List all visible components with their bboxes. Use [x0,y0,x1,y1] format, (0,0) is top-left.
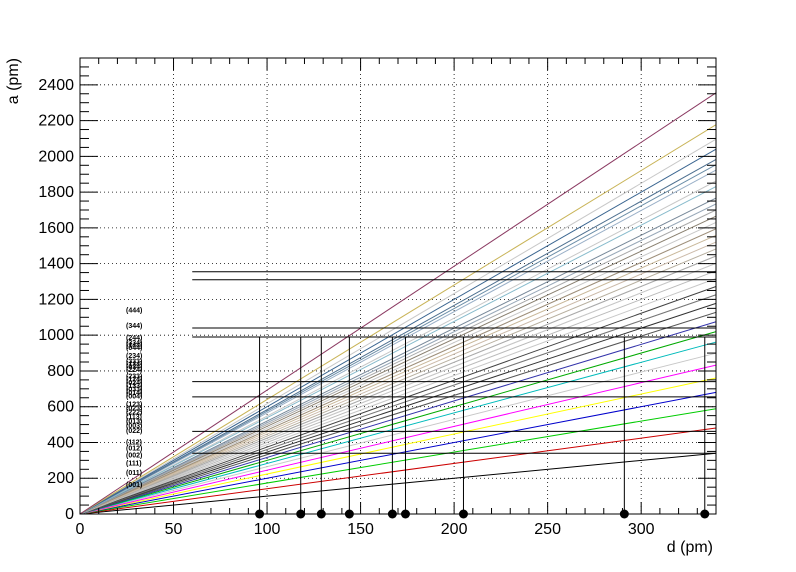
series-labels: (001) (011) (111)(002)(012)(112) (022)(003)… [126,307,142,489]
series-line [79,286,717,515]
series-label: (112) [126,439,142,446]
y-tick-label: 1200 [38,291,74,308]
y-tick-label: 1800 [38,184,74,201]
series-line [79,311,717,515]
y-tick-label: 0 [65,506,74,523]
y-tick-label: 400 [47,434,74,451]
series-line [79,92,717,515]
series-line [79,255,717,515]
series-label: (234) [126,353,142,360]
series-label: (003) [126,423,142,430]
series-line-extra [79,180,717,515]
series-line [79,124,717,515]
series-label: (012) [126,446,142,453]
x-tick-label: 0 [76,521,85,538]
y-tick-label: 200 [47,470,74,487]
series-line [79,169,717,515]
series-label: (244) [126,335,142,342]
series-line [79,203,717,515]
series-label: (001) [126,482,142,489]
x-tick-label: 300 [628,521,655,538]
series-line [79,364,717,515]
series-line [79,270,717,515]
series-label: (133) [126,383,142,390]
series-label: (333) [126,358,142,365]
y-tick-label: 1600 [38,220,74,237]
series-line [79,341,717,515]
series-line [79,321,717,515]
x-tick-label: 200 [441,521,468,538]
series-line [79,262,717,515]
series-label: (123) [126,401,142,408]
y-tick-label: 2400 [38,77,74,94]
series-line [79,197,717,515]
series-label: (011) [126,470,142,477]
series-line [79,228,717,515]
series-line-extra [79,138,717,515]
series-line [79,241,717,515]
x-axis-title: d (pm) [667,539,713,556]
series-line [79,331,717,515]
series-label: (014) [126,390,142,397]
x-tick-label: 100 [254,521,281,538]
series-label: (004) [126,394,142,401]
series-label: (144) [126,342,142,349]
series-line [79,377,717,515]
series-label: (013) [126,418,142,425]
series-line [79,302,717,515]
series-line-extra [79,222,717,515]
series-label: (002) [126,453,142,460]
series-label: (033) [126,387,142,394]
horizontal-segments [192,271,716,454]
series-label: (444) [126,307,142,314]
series-label: (113) [126,414,142,421]
series-label: (344) [126,323,142,330]
series-label: (034) [126,364,142,371]
y-tick-label: 600 [47,399,74,416]
series-line-extra [79,352,717,515]
y-tick-label: 2000 [38,148,74,165]
series-line [79,408,717,515]
series-line [79,427,717,515]
x-tick-label: 250 [534,521,561,538]
series-line [79,452,717,515]
series-line [79,209,717,515]
series-label: (023) [126,405,142,412]
series-label: (233) [126,373,142,380]
series-label: (022) [126,428,142,435]
y-tick-label: 1400 [38,256,74,273]
series-label: (124) [126,377,142,384]
series-line [79,234,717,515]
series-label: (134) [126,361,142,368]
x-tick-label: 150 [347,521,374,538]
series-line [79,186,717,515]
y-tick-label: 800 [47,363,74,380]
series-label: (222) [126,409,142,416]
y-tick-label: 1000 [38,327,74,344]
series-label: (024) [126,380,142,387]
series-line [79,294,717,515]
series-line [79,215,717,515]
x-tick-label: 50 [165,521,183,538]
series-label: (111) [126,460,142,467]
series-label: (224) [126,367,142,374]
series-line [79,164,717,515]
y-axis-title: a (pm) [5,58,22,104]
axis-ticks: 0 50 100 150 200 250 300 0 200 400 600 800 1000 1200 1… [38,57,717,538]
series-label: (044) [126,345,142,352]
series-line [79,148,717,515]
series-line-extra [79,278,717,515]
series-lines [79,92,717,515]
series-label: (334) [126,340,142,347]
y-tick-label: 2200 [38,113,74,130]
